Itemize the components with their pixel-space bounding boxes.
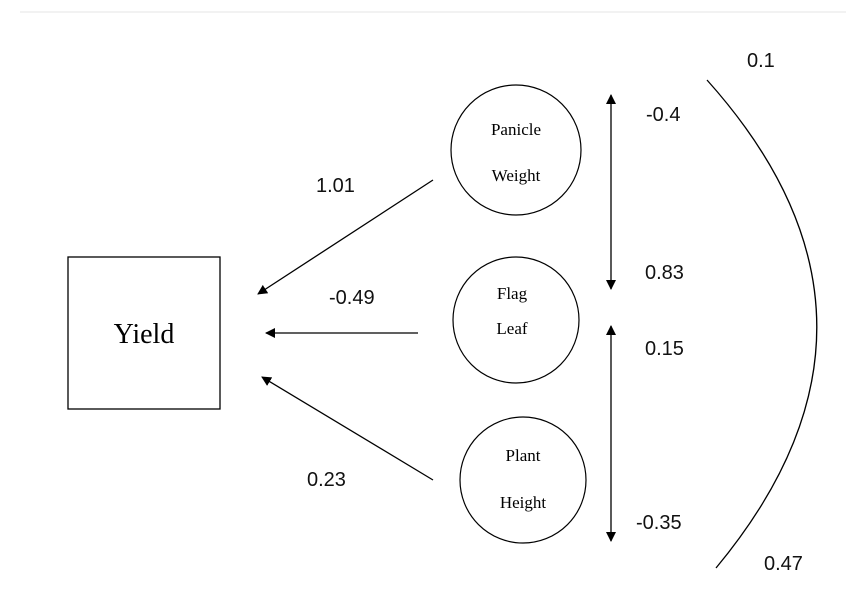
arrow-panicle-to-yield [257, 179, 434, 295]
predictor-flag-leaf: Flag Leaf [452, 256, 580, 384]
yield-node: Yield [67, 256, 221, 410]
corr-label-panicle-flag-upper: -0.4 [646, 104, 680, 126]
corr-label-panicle-flag-lower: 0.83 [645, 262, 684, 284]
plant-height-circle [459, 416, 587, 544]
corr-label-flag-plant-lower: -0.35 [636, 512, 682, 534]
coef-panicle-to-yield: 1.01 [316, 175, 355, 197]
corr-label-flag-plant-upper: 0.15 [645, 338, 684, 360]
corr-arc-panicle-plant [706, 79, 818, 569]
flag-leaf-label-line1: Flag [497, 284, 528, 303]
plant-height-label-line2: Height [500, 493, 547, 512]
corr-label-panicle-plant-upper: 0.1 [747, 50, 775, 72]
yield-label: Yield [114, 319, 175, 350]
plant-height-label-line1: Plant [506, 446, 541, 465]
arrow-plant-to-yield [261, 376, 434, 481]
flag-leaf-circle [452, 256, 580, 384]
panicle-weight-label-line1: Panicle [491, 120, 541, 139]
yield-box [67, 256, 221, 410]
panicle-weight-label-line2: Weight [492, 166, 541, 185]
predictor-plant-height: Plant Height [459, 416, 587, 544]
predictor-panicle-weight: Panicle Weight [450, 84, 582, 216]
coef-plant-to-yield: 0.23 [307, 469, 346, 491]
coef-flag-to-yield: -0.49 [329, 287, 375, 309]
flag-leaf-label-line2: Leaf [496, 319, 527, 338]
panicle-weight-circle [450, 84, 582, 216]
corr-label-panicle-plant-lower: 0.47 [764, 553, 803, 575]
